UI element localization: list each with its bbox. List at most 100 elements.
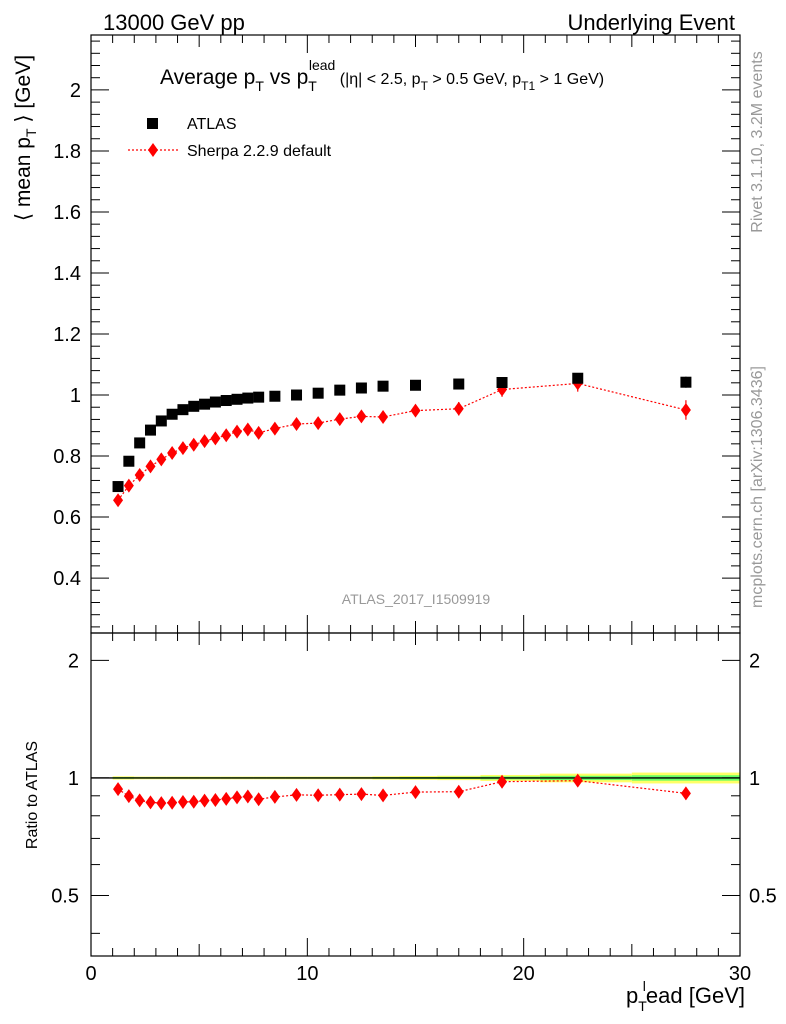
main-y-tick-label: 1.2 — [53, 324, 81, 346]
legend-sherpa-marker — [148, 143, 158, 157]
main-data-series — [112, 372, 692, 508]
sherpa-point — [410, 403, 421, 418]
atlas-point — [572, 372, 584, 384]
ratio-sherpa-point — [269, 789, 280, 804]
sherpa-point — [210, 431, 221, 446]
atlas-point — [220, 395, 232, 407]
ratio-sherpa-point — [242, 789, 253, 804]
ratio-sherpa-point — [177, 794, 188, 809]
ratio-sherpa-point — [291, 787, 302, 802]
atlas-point — [496, 377, 508, 389]
atlas-point — [144, 424, 156, 436]
x-axis-label: pTlead [GeV] — [626, 978, 745, 1014]
ratio-sherpa-point — [313, 788, 324, 803]
analysis-watermark: ATLAS_2017_I1509919 — [342, 591, 491, 607]
ratio-y-tick-label-left: 1 — [68, 768, 79, 790]
sherpa-point — [334, 412, 345, 427]
ratio-sherpa-point — [221, 791, 232, 806]
ratio-sherpa-point — [572, 773, 583, 788]
atlas-point — [155, 415, 167, 427]
atlas-point — [166, 408, 178, 420]
x-tick-label: 20 — [513, 963, 535, 985]
atlas-point — [112, 481, 124, 493]
main-y-tick-label: 1 — [70, 385, 81, 407]
legend: ATLAS Sherpa 2.2.9 default — [128, 116, 332, 160]
ratio-sherpa-point — [453, 784, 464, 799]
mcplots-label: mcplots.cern.ch [arXiv:1306.3436] — [749, 366, 766, 608]
x-tick-label: 10 — [296, 963, 318, 985]
sherpa-point — [453, 401, 464, 416]
atlas-point — [253, 391, 265, 403]
ratio-sherpa-point — [253, 792, 264, 807]
header-right: Underlying Event — [567, 10, 735, 35]
ratio-sherpa-point — [378, 788, 389, 803]
atlas-point — [134, 437, 146, 449]
main-y-tick-label: 2 — [70, 80, 81, 102]
sherpa-point — [167, 445, 178, 460]
ratio-sherpa-point — [123, 789, 134, 804]
header-left: 13000 GeV pp — [103, 10, 245, 35]
x-tick-label: 30 — [729, 963, 751, 985]
main-y-tick-label: 0.8 — [53, 446, 81, 468]
sherpa-point — [356, 409, 367, 424]
sherpa-point — [188, 437, 199, 452]
sherpa-point — [199, 434, 210, 449]
atlas-point — [269, 390, 281, 402]
sherpa-point — [156, 452, 167, 467]
x-tick-label: 0 — [85, 963, 96, 985]
main-y-tick-label: 1.8 — [53, 141, 81, 163]
ratio-uncertainty-band — [91, 772, 740, 784]
sherpa-point — [123, 478, 134, 493]
rivet-label: Rivet 3.1.10, 3.2M events — [749, 51, 766, 232]
sherpa-point — [177, 441, 188, 456]
atlas-point — [188, 400, 200, 412]
sherpa-point — [680, 402, 691, 417]
ratio-y-tick-label-right: 1 — [749, 768, 760, 790]
ratio-y-tick-label-right: 2 — [749, 650, 760, 672]
atlas-point — [177, 404, 189, 416]
ratio-sherpa-point — [188, 794, 199, 809]
sherpa-point — [313, 416, 324, 431]
main-y-tick-label: 1.6 — [53, 202, 81, 224]
atlas-point — [231, 393, 243, 405]
sherpa-point — [291, 417, 302, 432]
sherpa-point — [253, 425, 264, 440]
sherpa-point — [113, 493, 124, 508]
legend-atlas-label: ATLAS — [187, 116, 237, 133]
ratio-data-series — [113, 773, 691, 811]
ratio-sherpa-point — [356, 787, 367, 802]
atlas-point — [291, 389, 303, 401]
atlas-point — [123, 455, 135, 467]
main-y-axis-label: ⟨ mean pT ⟩ [GeV] — [12, 55, 39, 221]
ratio-y-tick-label-right: 0.5 — [749, 886, 777, 908]
sherpa-point — [145, 459, 156, 474]
main-y-tick-label: 0.6 — [53, 507, 81, 529]
ratio-sherpa-point — [199, 793, 210, 808]
atlas-point — [453, 378, 465, 390]
atlas-point — [334, 384, 346, 396]
main-y-tick-label: 0.4 — [53, 568, 81, 590]
legend-atlas-marker — [147, 118, 158, 129]
plot-title: Average pT vs pTlead (|η| < 2.5, pT > 0.… — [160, 57, 604, 94]
axes: 0.40.60.811.21.41.61.820 10 20 300.5 0.51 12 2 — [51, 34, 777, 985]
ratio-sherpa-point — [156, 796, 167, 811]
atlas-point — [355, 382, 367, 394]
ratio-sherpa-point — [497, 774, 508, 789]
ratio-y-tick-label-left: 0.5 — [51, 886, 79, 908]
ratio-sherpa-point — [113, 782, 124, 797]
atlas-point — [199, 398, 211, 410]
atlas-point — [209, 396, 221, 408]
atlas-point — [312, 387, 324, 399]
sherpa-point — [221, 428, 232, 443]
atlas-point — [377, 380, 389, 392]
sherpa-point — [269, 421, 280, 436]
ratio-y-axis-label: Ratio to ATLAS — [24, 741, 41, 849]
ratio-sherpa-point — [680, 786, 691, 801]
legend-sherpa-label: Sherpa 2.2.9 default — [187, 143, 332, 160]
ratio-sherpa-point — [134, 793, 145, 808]
ratio-sherpa-point — [334, 787, 345, 802]
ratio-y-tick-label-left: 2 — [68, 650, 79, 672]
main-y-tick-label: 1.4 — [53, 263, 81, 285]
ratio-sherpa-point — [210, 792, 221, 807]
atlas-point — [242, 392, 254, 404]
